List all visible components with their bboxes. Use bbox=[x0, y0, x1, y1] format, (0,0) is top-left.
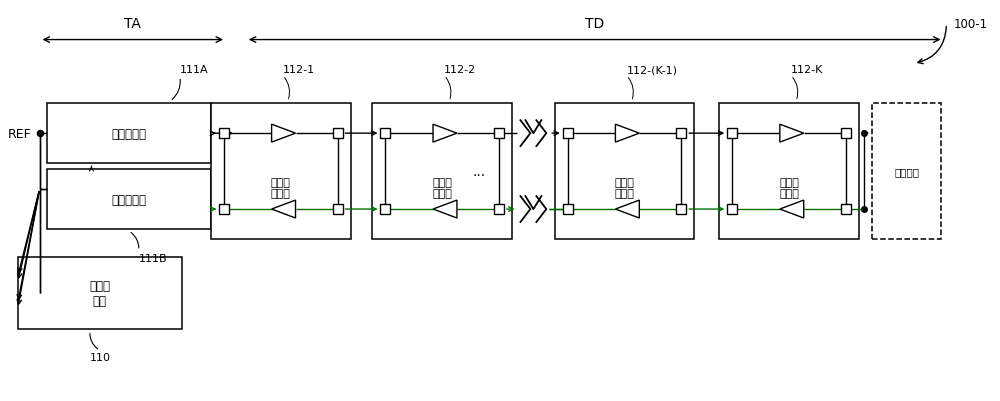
Text: 111B: 111B bbox=[139, 253, 167, 263]
Bar bbox=[372, 104, 512, 239]
Bar bbox=[18, 257, 182, 329]
Bar bbox=[219, 129, 229, 139]
Polygon shape bbox=[272, 200, 296, 219]
Bar bbox=[380, 205, 390, 215]
Text: 时钒缓
冲器对: 时钒缓 冲器对 bbox=[779, 177, 799, 198]
Text: 时钒缓
冲器对: 时钒缓 冲器对 bbox=[432, 177, 452, 198]
Bar bbox=[563, 129, 573, 139]
Bar bbox=[872, 104, 941, 239]
Bar bbox=[555, 104, 694, 239]
Text: 112-2: 112-2 bbox=[444, 65, 476, 75]
Polygon shape bbox=[615, 125, 639, 143]
Bar bbox=[333, 129, 343, 139]
Polygon shape bbox=[433, 125, 457, 143]
Text: ...: ... bbox=[472, 165, 485, 179]
Text: TD: TD bbox=[585, 16, 604, 30]
Text: 112-1: 112-1 bbox=[283, 65, 315, 75]
Bar bbox=[676, 129, 686, 139]
Text: 100-1: 100-1 bbox=[953, 18, 988, 31]
Text: 111A: 111A bbox=[180, 65, 208, 75]
Bar bbox=[219, 205, 229, 215]
Bar bbox=[380, 129, 390, 139]
Polygon shape bbox=[615, 200, 639, 219]
Bar bbox=[727, 205, 737, 215]
Text: 物理电路: 物理电路 bbox=[894, 167, 919, 177]
Polygon shape bbox=[272, 125, 296, 143]
Polygon shape bbox=[780, 200, 804, 219]
Text: REF: REF bbox=[8, 128, 31, 140]
Polygon shape bbox=[433, 200, 457, 219]
Text: 相位检
测器: 相位检 测器 bbox=[89, 279, 110, 307]
Polygon shape bbox=[780, 125, 804, 143]
Bar bbox=[333, 205, 343, 215]
Text: 110: 110 bbox=[89, 352, 110, 363]
Bar bbox=[47, 170, 211, 229]
Bar bbox=[47, 104, 211, 164]
Bar bbox=[719, 104, 859, 239]
Text: 时钒缓
冲器对: 时钒缓 冲器对 bbox=[271, 177, 291, 198]
Bar bbox=[563, 205, 573, 215]
Text: TA: TA bbox=[124, 16, 141, 30]
Text: 112-K: 112-K bbox=[791, 65, 823, 75]
Bar bbox=[841, 205, 851, 215]
Bar bbox=[676, 205, 686, 215]
Bar bbox=[211, 104, 351, 239]
Text: 模拟延迟线: 模拟延迟线 bbox=[111, 128, 146, 140]
Bar bbox=[727, 129, 737, 139]
Text: 112-(K-1): 112-(K-1) bbox=[627, 65, 678, 75]
Bar bbox=[494, 129, 504, 139]
Bar bbox=[841, 129, 851, 139]
Text: 时钒缓
冲器对: 时钒缓 冲器对 bbox=[615, 177, 635, 198]
Bar bbox=[494, 205, 504, 215]
Text: 模拟延迟线: 模拟延迟线 bbox=[111, 193, 146, 206]
